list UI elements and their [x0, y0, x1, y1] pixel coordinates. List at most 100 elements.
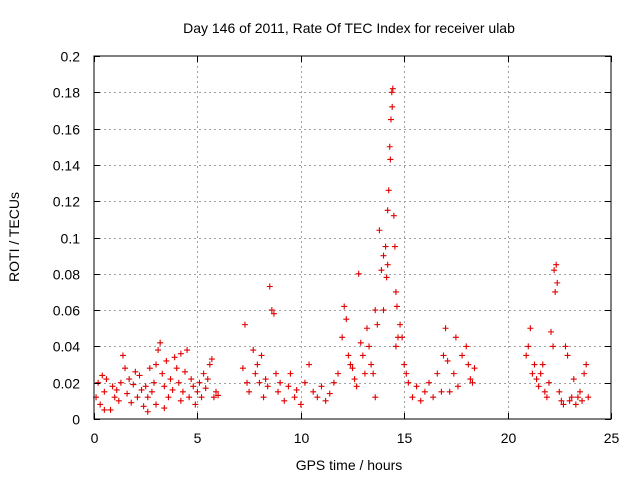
data-point [239, 365, 246, 372]
data-point [254, 361, 261, 368]
data-point [117, 379, 124, 386]
data-point [140, 403, 147, 410]
data-point [171, 354, 178, 361]
data-point [343, 316, 350, 323]
axis-ticks [94, 56, 612, 420]
data-point [390, 212, 397, 219]
data-point [138, 386, 145, 393]
data-point [469, 379, 476, 386]
data-point [252, 370, 259, 377]
data-point [293, 386, 300, 393]
data-point [124, 390, 131, 397]
data-point [585, 394, 592, 401]
data-point [291, 394, 298, 401]
data-point [270, 310, 277, 317]
data-point [194, 388, 201, 395]
data-point [351, 376, 358, 383]
data-point [111, 394, 118, 401]
data-point [388, 89, 395, 96]
data-point [529, 370, 536, 377]
data-point [241, 321, 248, 328]
data-point [163, 357, 170, 364]
data-point [244, 379, 251, 386]
data-point [213, 388, 220, 395]
data-point [250, 347, 257, 354]
data-point [115, 397, 122, 404]
data-point [523, 352, 530, 359]
x-tick-label: 15 [397, 430, 413, 446]
data-point [277, 379, 284, 386]
data-point [553, 261, 560, 268]
data-point [357, 339, 364, 346]
data-point [177, 397, 184, 404]
y-tick-label: 0.04 [53, 339, 80, 355]
data-point [550, 343, 557, 350]
data-point [113, 386, 120, 393]
data-point [184, 347, 191, 354]
data-point [159, 370, 166, 377]
data-point [452, 334, 459, 341]
data-point [206, 361, 213, 368]
data-point [260, 394, 267, 401]
data-point [268, 307, 275, 314]
data-point [403, 370, 410, 377]
data-point [442, 325, 449, 332]
data-point [341, 303, 348, 310]
data-point [301, 379, 308, 386]
data-point [537, 370, 544, 377]
data-point [463, 343, 470, 350]
data-point [200, 370, 207, 377]
data-point [262, 376, 269, 383]
data-point [99, 372, 106, 379]
x-tick-label: 0 [91, 430, 99, 446]
data-point [177, 350, 184, 357]
data-point [134, 394, 141, 401]
data-point [126, 376, 133, 383]
data-point [574, 394, 581, 401]
data-point [417, 397, 424, 404]
data-point [541, 388, 548, 395]
data-point [345, 352, 352, 359]
data-point [366, 343, 373, 350]
data-point [181, 368, 188, 375]
data-point [142, 383, 149, 390]
data-point [459, 352, 466, 359]
x-tick-label: 5 [194, 430, 202, 446]
data-point [155, 347, 162, 354]
data-point [179, 388, 186, 395]
data-point [157, 339, 164, 346]
data-point [392, 288, 399, 295]
data-point [413, 383, 420, 390]
data-point [572, 401, 579, 408]
data-point [444, 357, 451, 364]
data-point [467, 376, 474, 383]
roti-series [93, 85, 592, 415]
data-point [246, 388, 253, 395]
data-point [101, 388, 108, 395]
data-point [107, 406, 114, 413]
data-point [119, 352, 126, 359]
data-point [330, 379, 337, 386]
data-point [438, 388, 445, 395]
data-point [389, 85, 396, 92]
data-point [101, 406, 108, 413]
data-point [527, 325, 534, 332]
data-point [361, 370, 368, 377]
data-point [208, 356, 215, 363]
data-point [533, 376, 540, 383]
data-point [256, 379, 263, 386]
data-point [554, 279, 561, 286]
data-point [465, 361, 472, 368]
data-point [314, 394, 321, 401]
data-point [326, 390, 333, 397]
x-tick-label: 10 [294, 430, 310, 446]
data-point [128, 399, 135, 406]
data-point [389, 103, 396, 110]
y-tick-label: 0.08 [53, 267, 80, 283]
data-point [551, 267, 558, 274]
data-point [525, 343, 532, 350]
data-point [446, 388, 453, 395]
data-point [215, 392, 222, 399]
data-point [196, 379, 203, 386]
y-tick-label: 0.02 [53, 376, 80, 392]
